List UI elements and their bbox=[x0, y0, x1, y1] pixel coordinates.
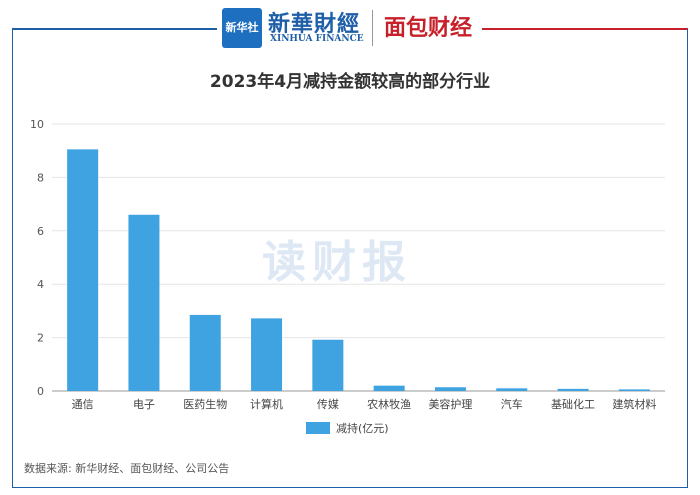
bar bbox=[312, 339, 344, 391]
x-tick-label: 电子 bbox=[133, 398, 155, 411]
bar bbox=[128, 214, 160, 391]
bar bbox=[251, 318, 283, 391]
legend-swatch bbox=[306, 422, 330, 434]
chart-title: 2023年4月减持金额较高的部分行业 bbox=[210, 71, 490, 92]
x-tick-label: 汽车 bbox=[501, 397, 523, 411]
y-tick-label: 8 bbox=[37, 171, 44, 184]
x-tick-label: 基础化工 bbox=[551, 397, 595, 411]
y-tick-label: 2 bbox=[37, 332, 44, 345]
y-tick-label: 4 bbox=[37, 278, 44, 291]
xinhua-finance-logo: 新華財經 bbox=[268, 11, 361, 37]
bar bbox=[373, 385, 405, 391]
x-tick-label: 农林牧渔 bbox=[367, 397, 411, 411]
x-tick-label: 建筑材料 bbox=[612, 397, 656, 411]
data-source-note: 数据来源: 新华财经、面包财经、公司公告 bbox=[24, 462, 230, 475]
xinhua-finance-subtitle: XINHUA FINANCE bbox=[270, 34, 364, 44]
bar bbox=[434, 387, 466, 391]
y-tick-label: 6 bbox=[37, 225, 44, 238]
bar bbox=[67, 149, 99, 391]
chart-frame bbox=[12, 29, 688, 488]
bar bbox=[618, 389, 650, 391]
bar bbox=[557, 388, 589, 391]
bar bbox=[189, 314, 221, 391]
xinhua-badge: 新华社 bbox=[222, 8, 262, 48]
legend-label: 减持(亿元) bbox=[336, 421, 389, 435]
header: 新华社 新華財經 XINHUA FINANCE 面包财经 bbox=[0, 0, 700, 52]
logo-separator bbox=[372, 10, 373, 46]
x-tick-label: 美容护理 bbox=[428, 397, 472, 411]
y-tick-label: 0 bbox=[37, 385, 44, 398]
watermark: 读财报 bbox=[262, 237, 412, 288]
partner-logo: 面包财经 bbox=[384, 16, 473, 41]
x-tick-label: 医药生物 bbox=[183, 397, 227, 411]
header-line-left bbox=[12, 28, 217, 30]
bar bbox=[496, 388, 528, 391]
y-tick-label: 10 bbox=[30, 118, 44, 131]
x-tick-label: 通信 bbox=[72, 398, 94, 411]
x-tick-label: 传媒 bbox=[317, 398, 339, 411]
header-line-right bbox=[482, 28, 688, 30]
x-tick-label: 计算机 bbox=[250, 397, 283, 411]
